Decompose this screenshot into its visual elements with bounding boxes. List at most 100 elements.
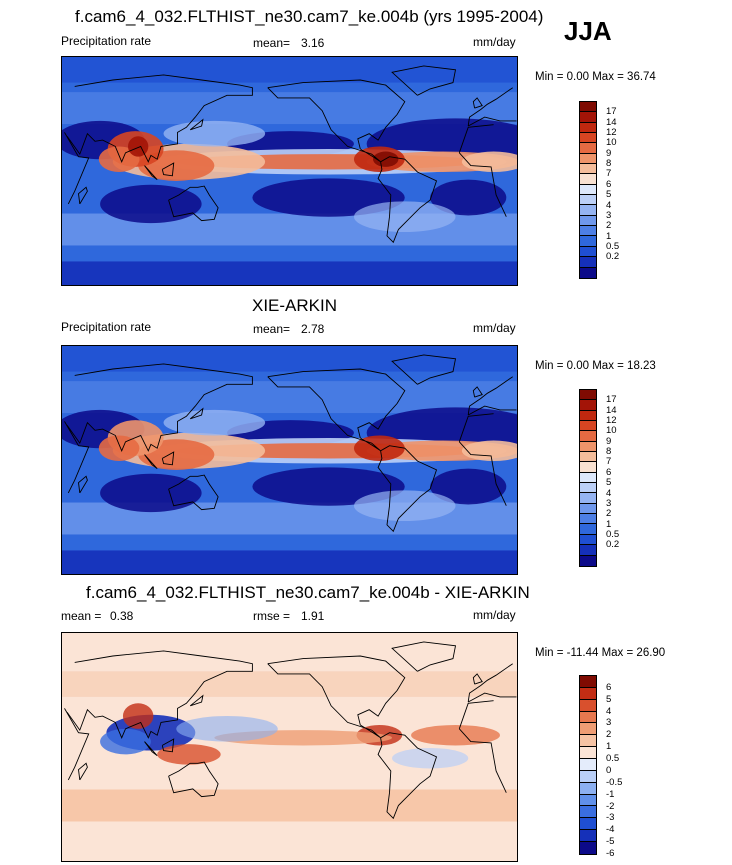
colorbar-swatch: [580, 410, 596, 422]
colorbar-swatch: [580, 390, 596, 401]
colorbar-tick-label: 9: [606, 435, 612, 447]
panel1-title: f.cam6_4_032.FLTHIST_ne30.cam7_ke.004b (…: [75, 7, 544, 26]
colorbar-swatch: [580, 534, 596, 546]
colorbar-tick-label: 2: [606, 220, 612, 232]
colorbar-tick-label: 0.2: [606, 251, 620, 263]
colorbar-swatch: [580, 195, 596, 206]
colorbar-swatch: [580, 782, 596, 795]
colorbar-swatch: [580, 676, 596, 688]
colorbar-swatch: [580, 205, 596, 216]
panel1-mean-value: 3.16: [301, 36, 325, 50]
colorbar-tick-label: 8: [606, 158, 612, 170]
colorbar-swatch: [580, 236, 596, 247]
colorbar-tick-label: 1: [606, 230, 612, 242]
colorbar-tick-label: 0.5: [606, 528, 620, 540]
colorbar-swatch: [580, 452, 596, 463]
panel1-mean-label: mean=: [253, 36, 291, 50]
colorbar-tick-label: -1: [606, 788, 615, 800]
colorbar-tick-label: 0.5: [606, 753, 620, 765]
panel3-minmax: Min = -11.44 Max = 26.90: [535, 647, 666, 659]
colorbar-swatch: [580, 421, 596, 432]
colorbar-tick-label: 8: [606, 446, 612, 458]
colorbar-swatch: [580, 122, 596, 134]
colorbar-swatch: [580, 164, 596, 175]
colorbar-tick-label: 10: [606, 425, 617, 437]
panel1-colorbar: [579, 101, 597, 279]
colorbar-swatch: [580, 462, 596, 473]
colorbar-tick-label: 3: [606, 209, 612, 221]
colorbar-swatch: [580, 226, 596, 237]
panel2-colorbar: [579, 389, 597, 567]
colorbar-tick-label: 5: [606, 693, 612, 705]
panel2-mean-label: mean=: [253, 322, 291, 336]
colorbar-tick-label: 6: [606, 466, 612, 478]
panel2-minmax: Min = 0.00 Max = 18.23: [535, 360, 656, 372]
colorbar-tick-label: -5: [606, 836, 615, 848]
colorbar-tick-label: 0.2: [606, 539, 620, 551]
colorbar-swatch: [580, 723, 596, 736]
panel1-map: [61, 56, 518, 286]
colorbar-tick-label: 5: [606, 189, 612, 201]
panel3-rmse-value: 1.91: [301, 609, 325, 623]
colorbar-swatch: [580, 735, 596, 748]
colorbar-swatch: [580, 687, 596, 700]
colorbar-tick-label: 2: [606, 729, 612, 741]
colorbar-swatch: [580, 524, 596, 535]
panel2-mean-value: 2.78: [301, 322, 325, 336]
colorbar-tick-label: 4: [606, 705, 612, 717]
panel3-units: mm/day: [473, 608, 516, 622]
colorbar-swatch: [580, 747, 596, 760]
panel2-units: mm/day: [473, 321, 516, 335]
panel3-title: f.cam6_4_032.FLTHIST_ne30.cam7_ke.004b -…: [86, 583, 530, 602]
colorbar-swatch: [580, 431, 596, 442]
colorbar-swatch: [580, 215, 596, 227]
colorbar-swatch: [580, 400, 596, 411]
colorbar-tick-label: 17: [606, 106, 617, 118]
colorbar-tick-label: -2: [606, 800, 615, 812]
colorbar-tick-label: -3: [606, 812, 615, 824]
season-label: JJA: [564, 16, 612, 46]
colorbar-swatch: [580, 143, 596, 154]
colorbar-swatch: [580, 267, 596, 278]
colorbar-tick-label: 1: [606, 741, 612, 753]
colorbar-swatch: [580, 770, 596, 783]
colorbar-tick-label: 7: [606, 456, 612, 468]
colorbar-swatch: [580, 102, 596, 113]
colorbar-swatch: [580, 830, 596, 843]
colorbar-swatch: [580, 699, 596, 712]
colorbar-tick-label: 4: [606, 199, 612, 211]
colorbar-tick-label: 2: [606, 508, 612, 520]
colorbar-tick-label: 10: [606, 137, 617, 149]
colorbar-swatch: [580, 257, 596, 268]
panel3-mean-value: 0.38: [110, 609, 134, 623]
colorbar-swatch: [580, 818, 596, 831]
panel3-mean-label: mean =: [61, 609, 102, 623]
colorbar-swatch: [580, 806, 596, 819]
colorbar-swatch: [580, 711, 596, 724]
colorbar-swatch: [580, 794, 596, 807]
colorbar-swatch: [580, 555, 596, 566]
colorbar-tick-label: 14: [606, 116, 617, 128]
colorbar-swatch: [580, 545, 596, 556]
panel1-minmax: Min = 0.00 Max = 36.74: [535, 71, 656, 83]
panel2-map: [61, 345, 518, 575]
colorbar-tick-label: 3: [606, 497, 612, 509]
colorbar-tick-label: 7: [606, 168, 612, 180]
colorbar-tick-label: 0.5: [606, 240, 620, 252]
colorbar-tick-label: 3: [606, 717, 612, 729]
colorbar-swatch: [580, 472, 596, 484]
colorbar-tick-label: 0: [606, 764, 612, 776]
panel3-rmse-label: rmse =: [253, 609, 291, 623]
colorbar-tick-label: 12: [606, 127, 617, 139]
colorbar-tick-label: 5: [606, 477, 612, 489]
panel1-variable-label: Precipitation rate: [61, 34, 152, 48]
colorbar-swatch: [580, 483, 596, 494]
colorbar-swatch: [580, 759, 596, 771]
colorbar-swatch: [580, 133, 596, 144]
colorbar-swatch: [580, 441, 596, 453]
colorbar-tick-label: 4: [606, 487, 612, 499]
colorbar-tick-label: 1: [606, 518, 612, 530]
panel2-title: XIE-ARKIN: [252, 296, 338, 315]
colorbar-swatch: [580, 153, 596, 165]
colorbar-swatch: [580, 493, 596, 504]
